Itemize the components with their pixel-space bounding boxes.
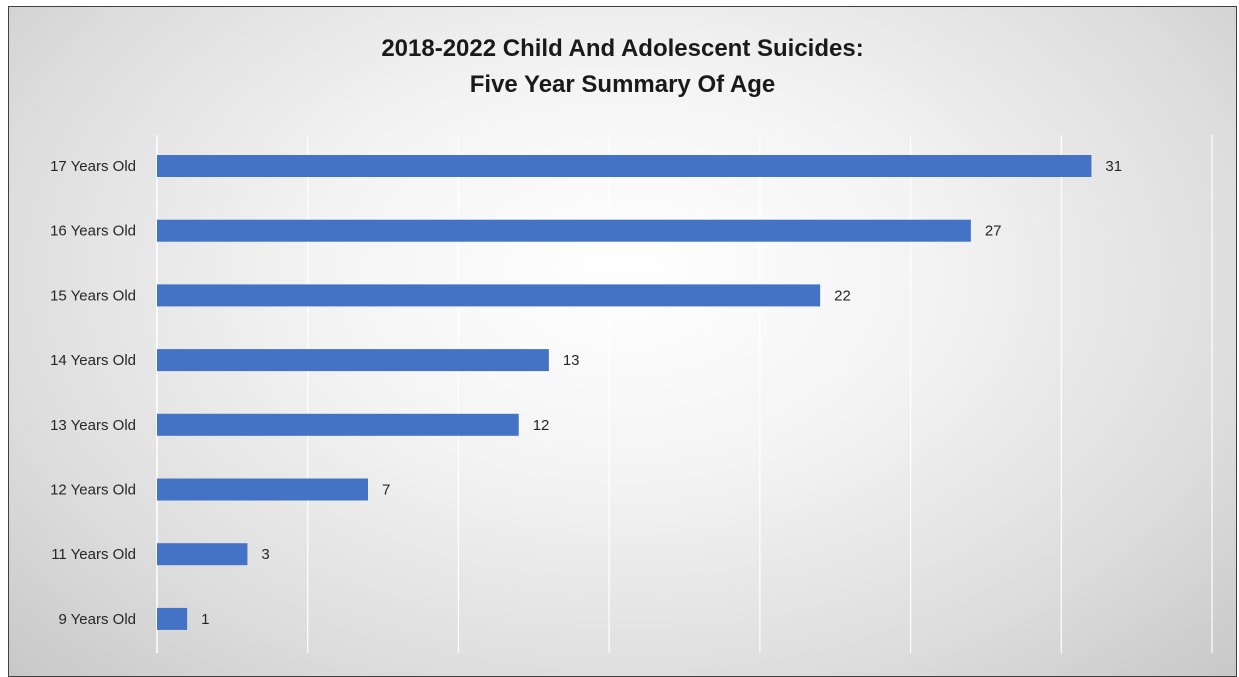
data-label: 27 (985, 223, 1002, 240)
bars (157, 155, 1092, 630)
chart-title-line-1: 2018-2022 Child And Adolescent Suicides: (381, 35, 864, 62)
category-labels: 17 Years Old 16 Years Old 15 Years Old 14 Y… (50, 158, 136, 628)
bar (157, 478, 368, 501)
chart-subtitle: Five Year Summary Of Age (469, 71, 776, 98)
data-label: 12 (533, 417, 550, 434)
bar (157, 349, 549, 372)
bar (157, 155, 1092, 177)
data-label: 22 (834, 287, 851, 304)
data-label: 7 (382, 482, 390, 499)
bar (157, 607, 188, 630)
category-label: 12 Years Old (50, 482, 136, 499)
data-label: 1 (201, 611, 209, 628)
category-label: 11 Years Old (51, 546, 136, 563)
category-label: 13 Years Old (50, 417, 136, 434)
bar-chart: 17 Years Old 16 Years Old 15 Years Old 14 Y… (50, 135, 1213, 653)
chart-title: 2018-2022 Child And Adolescent Suicides:… (9, 31, 1236, 103)
category-label: 14 Years Old (50, 352, 136, 369)
chart-frame: 2018-2022 Child And Adolescent Suicides:… (8, 6, 1237, 677)
category-label: 9 Years Old (58, 611, 136, 628)
bar (157, 413, 519, 436)
data-label: 13 (563, 352, 580, 369)
bar (157, 219, 971, 242)
data-label: 3 (261, 546, 269, 563)
gridlines (156, 135, 1213, 653)
category-label: 17 Years Old (50, 158, 136, 175)
bar (157, 543, 248, 566)
category-label: 15 Years Old (50, 287, 136, 304)
bar (157, 284, 821, 307)
category-label: 16 Years Old (50, 223, 136, 240)
data-label: 31 (1105, 158, 1122, 175)
